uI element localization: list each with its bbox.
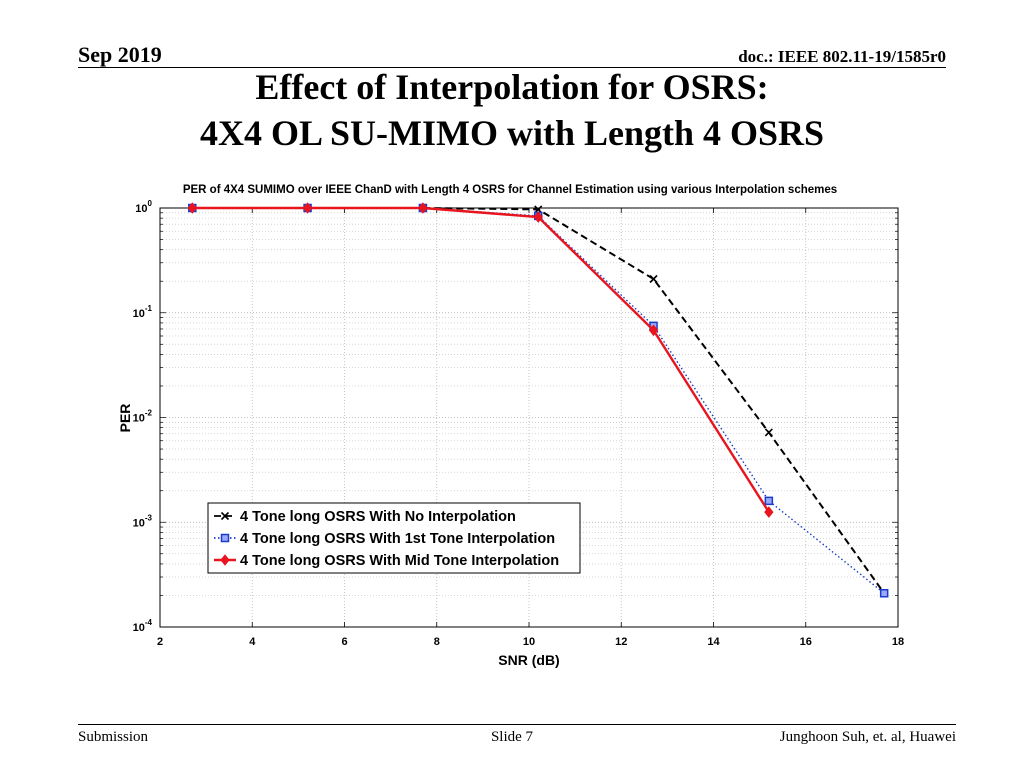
footer-submission: Submission xyxy=(78,729,149,745)
header-doc-id: doc.: IEEE 802.11-19/1585r0 xyxy=(738,47,946,66)
footer-slide-number: Slide 7 xyxy=(490,729,534,745)
y-tick-exponent: -3 xyxy=(145,513,153,522)
footer-authors: Junghoon Suh, et. al, Huawei xyxy=(779,729,956,745)
x-tick-label: 8 xyxy=(434,636,440,648)
chart-title: PER of 4X4 SUMIMO over IEEE ChanD with L… xyxy=(183,184,837,196)
marker-square xyxy=(764,496,774,506)
y-tick-exponent: -2 xyxy=(145,409,153,418)
marker-x-stroke xyxy=(220,511,230,521)
legend-item-label: 4 Tone long OSRS With 1st Tone Interpola… xyxy=(240,531,555,547)
x-tick-label: 12 xyxy=(615,636,627,648)
marker-diamond xyxy=(302,202,313,214)
marker-square xyxy=(879,588,889,598)
marker-x-stroke xyxy=(649,274,658,284)
footer-rule xyxy=(78,724,956,725)
marker-x xyxy=(649,274,658,284)
per-chart: PER of 4X4 SUMIMO over IEEE ChanD with L… xyxy=(117,184,905,668)
header-date: Sep 2019 xyxy=(78,42,162,67)
y-tick-base: 10 xyxy=(135,203,147,215)
marker-diamond xyxy=(764,506,774,518)
series-3 xyxy=(187,202,774,518)
y-tick-exponent: -1 xyxy=(145,304,153,313)
marker-square xyxy=(220,533,230,543)
y-tick-label: 10-2 xyxy=(133,409,153,425)
x-tick-label: 2 xyxy=(157,636,163,648)
legend-box xyxy=(207,502,581,574)
y-tick-base: 10 xyxy=(133,413,145,425)
x-tick-label: 16 xyxy=(800,636,812,648)
slide-title-line1: Effect of Interpolation for OSRS: xyxy=(255,67,769,107)
y-tick-label: 10-1 xyxy=(133,304,153,320)
marker-x-stroke xyxy=(764,428,773,437)
series-group xyxy=(187,202,889,598)
y-tick-exponent: -4 xyxy=(145,618,153,627)
plot-frame xyxy=(159,207,899,628)
y-axis-label: PER xyxy=(117,404,133,433)
y-tick-label: 10-4 xyxy=(133,618,153,634)
marker-diamond xyxy=(220,554,230,566)
legend-item-label: 4 Tone long OSRS With No Interpolation xyxy=(240,509,516,525)
marker-diamond xyxy=(418,202,428,214)
x-tick-label: 14 xyxy=(707,636,720,648)
legend: 4 Tone long OSRS With No Interpolation 4 … xyxy=(207,502,581,574)
x-tick-label: 18 xyxy=(892,636,904,648)
marker-diamond xyxy=(648,324,659,337)
x-tick-label: 10 xyxy=(523,636,535,648)
y-tick-label: 100 xyxy=(135,199,152,215)
y-tick-base: 10 xyxy=(133,308,145,320)
slide-title-line2: 4X4 OL SU-MIMO with Length 4 OSRS xyxy=(199,113,825,153)
marker-x xyxy=(764,428,773,437)
x-axis-label: SNR (dB) xyxy=(498,652,559,668)
marker-diamond xyxy=(533,211,543,223)
series-line xyxy=(192,206,770,513)
y-tick-label: 10-3 xyxy=(133,513,153,529)
y-tick-exponent: 0 xyxy=(148,199,153,208)
y-tick-base: 10 xyxy=(133,622,145,634)
x-tick-label: 4 xyxy=(249,636,256,648)
header-rule xyxy=(78,67,946,68)
y-tick-base: 10 xyxy=(133,517,145,529)
x-tick-label: 6 xyxy=(341,636,347,648)
marker-diamond xyxy=(187,202,197,214)
marker-x xyxy=(220,511,230,521)
legend-item-label: 4 Tone long OSRS With Mid Tone Interpola… xyxy=(240,553,559,569)
